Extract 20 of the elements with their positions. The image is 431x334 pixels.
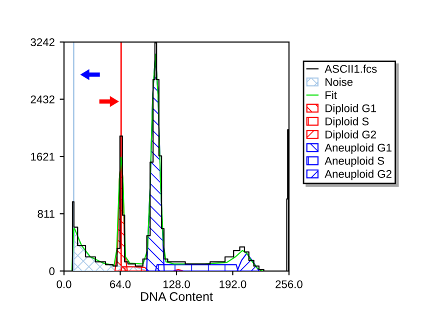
x-tick-label: 0.0 [56,280,72,288]
legend-label: Diploid G2 [326,130,376,141]
legend-label: Aneuploid G2 [324,170,392,180]
x-tick-label: 128.0 [163,280,190,288]
y-tick-label: 2432 [30,95,54,104]
x-tick-label: 64.0 [110,280,131,288]
x-tick-label: 256.0 [276,280,302,288]
y-tick-label: 0 [49,267,55,276]
y-tick-label: 1621 [31,152,54,161]
legend-label: Aneuploid G1 [324,143,392,154]
x-tick-label: 192.0 [220,280,246,288]
legend-label: Aneuploid S [324,156,384,167]
legend-label: Diploid G1 [326,104,376,114]
legend-label: ASCII1.fcs [324,64,377,73]
y-tick-label: 3242 [30,38,54,46]
x-axis-title: DNA Content [141,292,213,301]
legend-label: Diploid S [326,117,369,128]
legend-label: Fit [326,90,337,100]
legend-label: Noise [326,78,353,86]
y-tick-label: 811 [38,210,54,218]
